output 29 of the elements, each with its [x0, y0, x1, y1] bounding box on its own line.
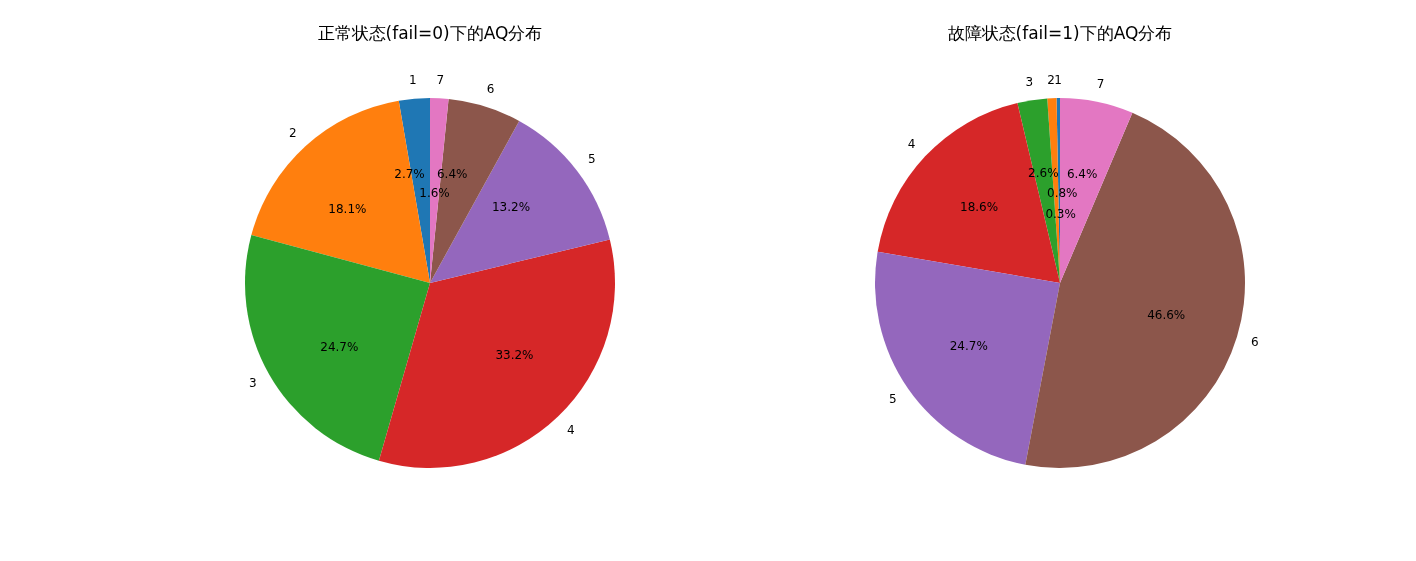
slice-label: 2 — [289, 125, 297, 140]
pie-slice — [378, 239, 615, 468]
data-label: 24.7% — [320, 340, 359, 355]
chart-title: 故障状态(fail=1)下的AQ分布 — [947, 23, 1173, 43]
data-label: 46.6% — [1147, 308, 1186, 323]
data-label: 6.4% — [1066, 167, 1098, 182]
slice-label: 4 — [907, 136, 916, 151]
slice-label: 4 — [566, 422, 575, 437]
slice-label: 7 — [436, 72, 445, 87]
data-label: 1.6% — [419, 186, 450, 201]
slice-label: 2 — [1047, 72, 1055, 87]
pie-slice — [245, 234, 430, 461]
slice-label: 6 — [1250, 335, 1259, 350]
data-label: 18.1% — [328, 201, 367, 216]
slice-label: 3 — [1025, 74, 1034, 89]
slice-label: 1 — [1054, 72, 1062, 87]
slice-label: 7 — [1096, 76, 1105, 91]
slice-label: 1 — [408, 73, 417, 88]
slice-label: 3 — [248, 376, 257, 391]
pie-slice — [1025, 112, 1245, 468]
data-label: 18.6% — [960, 200, 999, 215]
data-label: 33.2% — [495, 348, 534, 363]
data-label: 24.7% — [949, 339, 988, 354]
chart-title: 正常状态(fail=0)下的AQ分布 — [317, 23, 543, 43]
pie-slice — [875, 251, 1060, 465]
slice-label: 5 — [587, 152, 596, 167]
slice-label: 6 — [486, 81, 495, 96]
data-label: 13.2% — [491, 200, 531, 215]
slice-label: 5 — [888, 391, 897, 406]
